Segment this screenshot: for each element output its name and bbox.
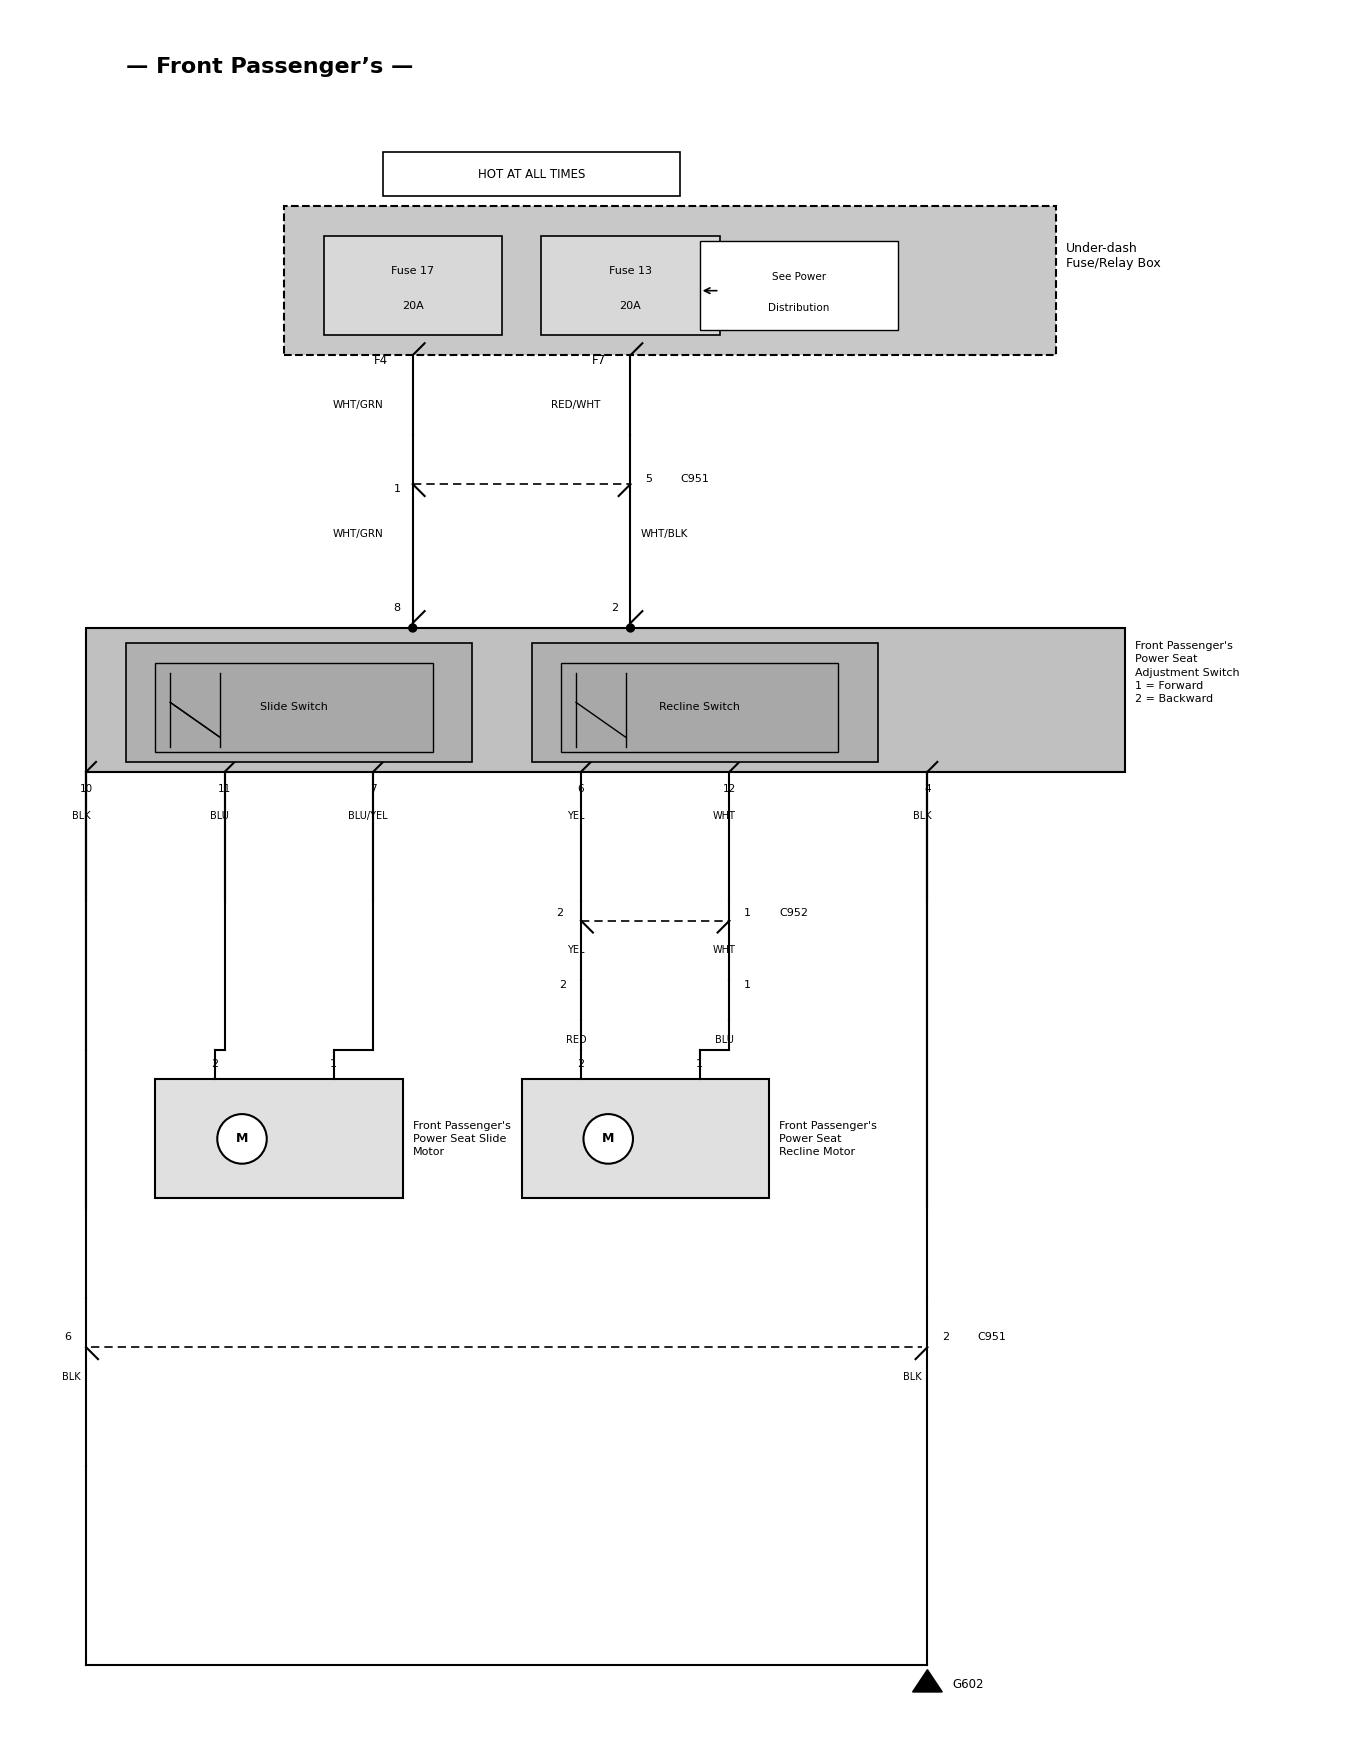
Text: BLK: BLK	[72, 811, 91, 821]
Text: C952: C952	[778, 907, 808, 918]
Bar	[126, 643, 472, 762]
Text: Front Passenger's
Power Seat Slide
Motor: Front Passenger's Power Seat Slide Motor	[412, 1121, 511, 1157]
Text: G602: G602	[952, 1677, 983, 1691]
Text: 7: 7	[370, 784, 377, 793]
Text: Fuse 17: Fuse 17	[391, 266, 434, 277]
Text: Front Passenger's
Power Seat
Adjustment Switch
1 = Forward
2 = Backward: Front Passenger's Power Seat Adjustment …	[1135, 641, 1239, 704]
Text: RED/WHT: RED/WHT	[552, 399, 601, 410]
Text: Distribution: Distribution	[767, 303, 830, 313]
Text: 6: 6	[578, 784, 584, 793]
Circle shape	[408, 623, 416, 632]
Text: 12: 12	[723, 784, 736, 793]
Text: 20A: 20A	[401, 301, 423, 310]
Text: C951: C951	[679, 475, 709, 485]
Text: BLK: BLK	[903, 1373, 922, 1382]
Text: 2: 2	[578, 1059, 584, 1070]
Text: 2: 2	[559, 981, 567, 989]
Text: 2: 2	[556, 907, 563, 918]
Text: BLK: BLK	[913, 811, 932, 821]
Text: Slide Switch: Slide Switch	[260, 702, 328, 713]
Text: 1: 1	[696, 1059, 704, 1070]
Bar	[522, 1079, 769, 1198]
Text: YEL: YEL	[567, 811, 584, 821]
Text: C951: C951	[976, 1333, 1006, 1343]
Bar	[156, 662, 433, 751]
Bar	[382, 152, 679, 196]
Text: 2: 2	[212, 1059, 218, 1070]
Text: 1: 1	[744, 981, 751, 989]
Text: BLU: BLU	[210, 811, 229, 821]
Text: — Front Passenger’s —: — Front Passenger’s —	[126, 58, 414, 77]
Bar	[283, 207, 1056, 355]
Text: Fuse 13: Fuse 13	[609, 266, 652, 277]
Bar	[532, 643, 877, 762]
Text: 1: 1	[393, 483, 401, 494]
Text: BLU: BLU	[715, 1035, 734, 1045]
Text: BLK: BLK	[62, 1373, 80, 1382]
Bar	[700, 242, 898, 331]
Polygon shape	[913, 1670, 942, 1691]
Bar	[561, 662, 838, 751]
Circle shape	[217, 1114, 267, 1164]
Bar	[87, 629, 1125, 772]
Text: 11: 11	[218, 784, 232, 793]
Text: Front Passenger's
Power Seat
Recline Motor: Front Passenger's Power Seat Recline Mot…	[778, 1121, 877, 1157]
Text: WHT/GRN: WHT/GRN	[332, 399, 382, 410]
Text: BLU/YEL: BLU/YEL	[348, 811, 388, 821]
Circle shape	[626, 623, 635, 632]
Text: Recline Switch: Recline Switch	[659, 702, 740, 713]
Text: 20A: 20A	[620, 301, 641, 310]
Text: 1: 1	[744, 907, 751, 918]
Text: 10: 10	[80, 784, 92, 793]
Bar	[324, 236, 502, 336]
Text: WHT: WHT	[713, 811, 736, 821]
Text: F7: F7	[591, 354, 606, 366]
Text: YEL: YEL	[567, 946, 584, 956]
Text: 4: 4	[923, 784, 930, 793]
Text: See Power: See Power	[772, 271, 826, 282]
Text: 2: 2	[612, 602, 618, 613]
Text: M: M	[602, 1133, 614, 1145]
Circle shape	[583, 1114, 633, 1164]
Text: 2: 2	[942, 1333, 949, 1343]
Text: Under-dash
Fuse/Relay Box: Under-dash Fuse/Relay Box	[1066, 242, 1161, 270]
Bar	[541, 236, 720, 336]
Text: F4: F4	[374, 354, 388, 366]
Text: RED: RED	[565, 1035, 586, 1045]
Text: 1: 1	[330, 1059, 338, 1070]
Text: HOT AT ALL TIMES: HOT AT ALL TIMES	[477, 168, 586, 180]
Bar	[156, 1079, 403, 1198]
Text: 8: 8	[393, 602, 401, 613]
Text: WHT/GRN: WHT/GRN	[332, 529, 382, 539]
Text: WHT: WHT	[713, 946, 736, 956]
Text: M: M	[236, 1133, 248, 1145]
Text: 5: 5	[645, 475, 652, 485]
Text: WHT/BLK: WHT/BLK	[640, 529, 687, 539]
Text: 6: 6	[64, 1333, 72, 1343]
